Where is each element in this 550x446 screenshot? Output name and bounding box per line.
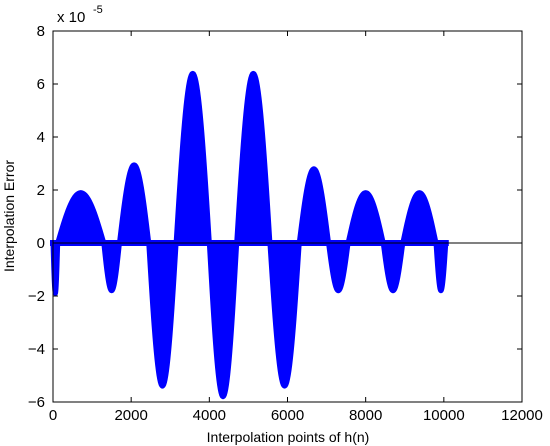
x-tick-label: 6000 <box>271 407 304 424</box>
x-tick-label: 4000 <box>193 407 226 424</box>
error-lobe-14 <box>400 190 439 246</box>
data-layer <box>50 70 449 400</box>
error-lobe-10 <box>296 166 332 246</box>
error-lobe-11 <box>326 240 351 294</box>
x-tick-label: 8000 <box>349 407 382 424</box>
error-lobe-8 <box>234 70 273 246</box>
y-scale-exponent: -5 <box>93 4 103 16</box>
error-lobe-6 <box>173 70 212 246</box>
x-tick-label: 12000 <box>501 407 543 424</box>
error-lobe-1 <box>50 240 61 296</box>
error-lobe-12 <box>345 190 386 246</box>
y-tick-label: −2 <box>28 288 45 305</box>
error-lobe-13 <box>380 240 406 294</box>
x-tick-label: 0 <box>49 407 57 424</box>
error-lobe-5 <box>146 240 179 389</box>
y-tick-label: 4 <box>37 129 45 146</box>
error-lobe-9 <box>267 240 302 389</box>
y-scale-label: x 10 <box>57 9 85 26</box>
y-tick-label: −6 <box>28 394 45 411</box>
error-lobe-3 <box>101 240 122 294</box>
ticks-layer: 0 2000 4000 6000 8000 10000 12000 −6 −4 −2 0 2 4 6 8 <box>28 23 543 424</box>
y-axis-title: Interpolation Error <box>1 160 17 272</box>
error-lobe-15 <box>433 240 449 294</box>
x-tick-label: 2000 <box>114 407 147 424</box>
y-tick-label: 2 <box>37 182 45 199</box>
x-tick-label: 10000 <box>423 407 465 424</box>
y-tick-label: 8 <box>37 23 45 40</box>
x-axis-title: Interpolation points of h(n) <box>207 429 370 445</box>
y-tick-label: 0 <box>37 235 45 252</box>
error-lobe-2 <box>55 190 107 246</box>
error-lobe-7 <box>206 240 240 400</box>
y-tick-label: 6 <box>37 76 45 93</box>
error-lobe-4 <box>116 162 152 246</box>
y-tick-label: −4 <box>28 341 45 358</box>
